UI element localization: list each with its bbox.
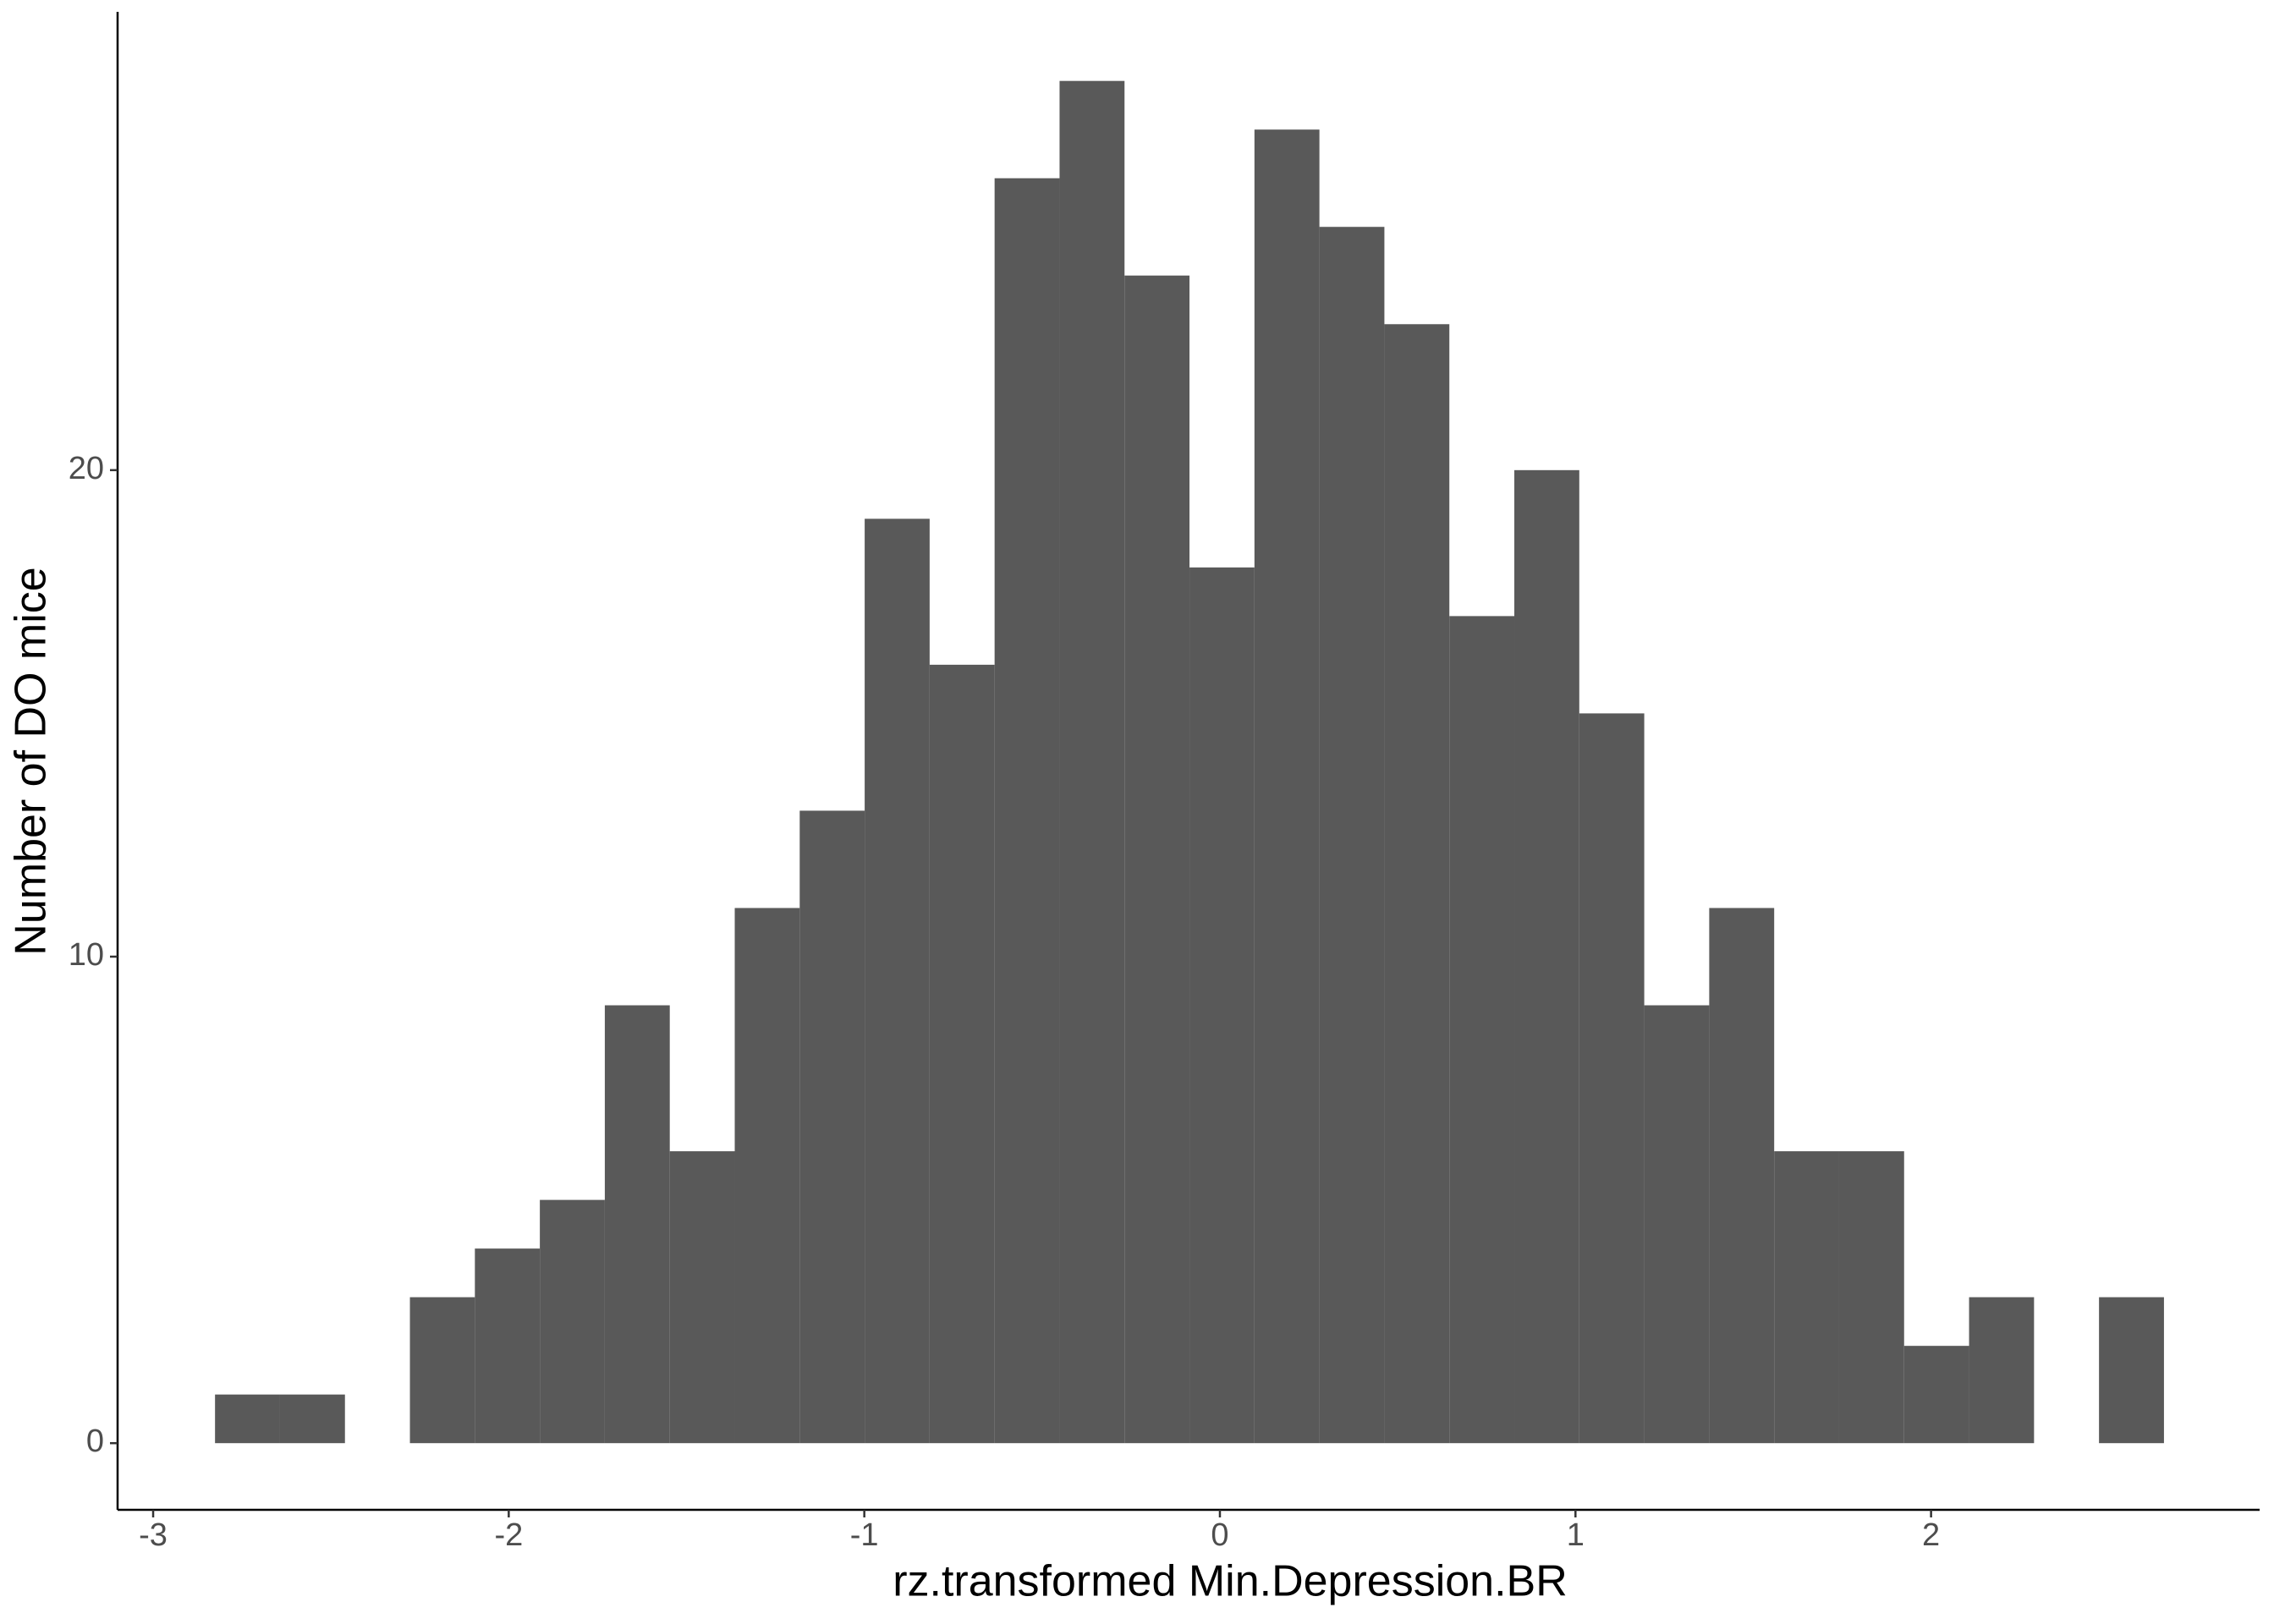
bar bbox=[929, 664, 995, 1444]
y-tick-label: 20 bbox=[69, 451, 104, 486]
bar bbox=[669, 1151, 735, 1444]
y-tick-label: 0 bbox=[86, 1424, 104, 1459]
bar bbox=[1384, 324, 1450, 1444]
x-tick-label: -1 bbox=[850, 1517, 879, 1553]
bar bbox=[1579, 713, 1645, 1444]
x-axis-title: rz.transformed Min.Depression.BR bbox=[893, 1557, 1568, 1606]
x-tick-label: 1 bbox=[1567, 1517, 1585, 1553]
y-axis-title: Number of DO mice bbox=[7, 567, 56, 955]
bar bbox=[1124, 275, 1190, 1444]
bar bbox=[1319, 227, 1385, 1444]
bar bbox=[865, 518, 930, 1444]
bar bbox=[2099, 1297, 2164, 1444]
bar bbox=[540, 1199, 605, 1444]
bar bbox=[409, 1297, 475, 1444]
bar bbox=[279, 1394, 345, 1444]
y-tick-label: 10 bbox=[69, 937, 104, 973]
bar bbox=[1903, 1346, 1969, 1444]
bar bbox=[1059, 80, 1125, 1444]
bar bbox=[994, 178, 1060, 1444]
x-tick-label: 2 bbox=[1922, 1517, 1940, 1553]
bar bbox=[215, 1394, 280, 1444]
bar bbox=[799, 810, 865, 1444]
bar bbox=[1514, 469, 1579, 1444]
bar bbox=[734, 908, 800, 1444]
bar bbox=[1774, 1151, 1839, 1444]
bar bbox=[1709, 908, 1775, 1444]
x-tick-label: -3 bbox=[139, 1517, 168, 1553]
bar bbox=[475, 1248, 541, 1444]
x-tick-label: -2 bbox=[494, 1517, 523, 1553]
bar bbox=[1254, 129, 1320, 1444]
x-tick-label: 0 bbox=[1211, 1517, 1228, 1553]
bar bbox=[1644, 1005, 1710, 1444]
bar bbox=[1189, 567, 1255, 1444]
bar bbox=[1838, 1151, 1904, 1444]
bar bbox=[1449, 616, 1515, 1444]
bar bbox=[604, 1005, 670, 1444]
bar bbox=[1969, 1297, 2035, 1444]
